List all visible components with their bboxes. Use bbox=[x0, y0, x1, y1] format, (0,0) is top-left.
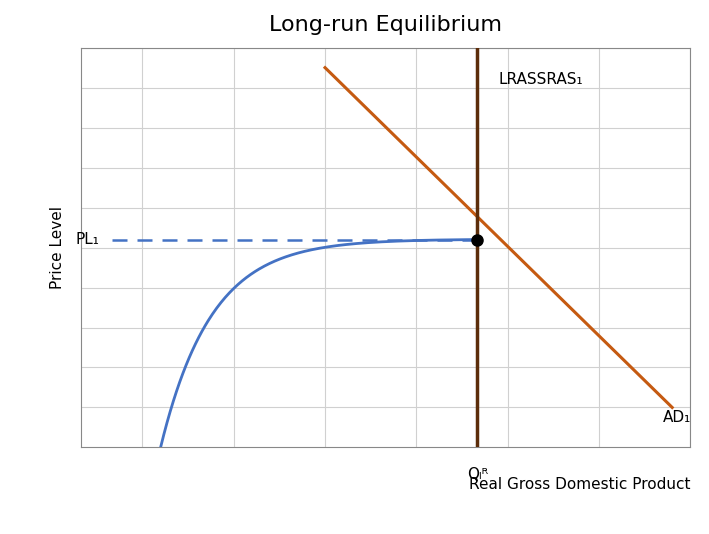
Text: LRASSRAS₁: LRASSRAS₁ bbox=[498, 72, 584, 87]
Y-axis label: Price Level: Price Level bbox=[50, 206, 65, 289]
Title: Long-run Equilibrium: Long-run Equilibrium bbox=[269, 15, 503, 35]
Text: Qₗᴿ: Qₗᴿ bbox=[467, 467, 488, 482]
Text: PL₁: PL₁ bbox=[76, 232, 100, 247]
Text: AD₁: AD₁ bbox=[663, 410, 691, 425]
X-axis label: Real Gross Domestic Product: Real Gross Domestic Product bbox=[469, 477, 691, 492]
